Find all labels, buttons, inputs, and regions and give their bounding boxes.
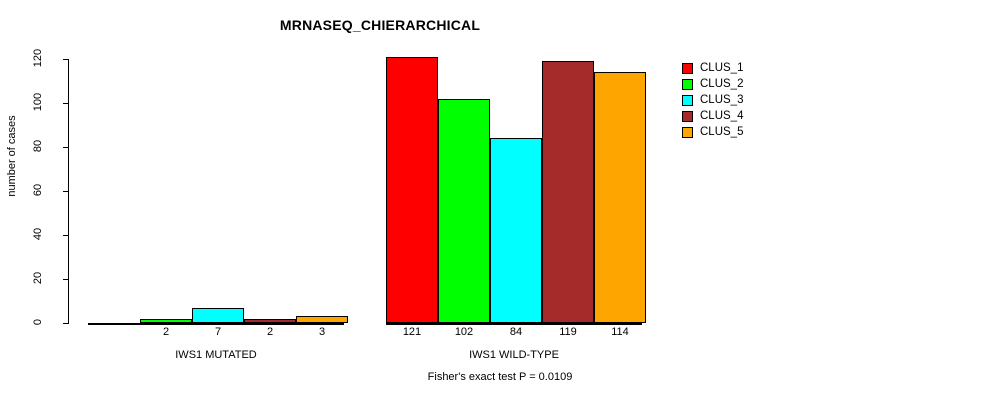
bar-clus_5 bbox=[296, 316, 348, 323]
legend-color-swatch bbox=[682, 94, 693, 106]
y-axis-tick bbox=[63, 235, 69, 236]
legend-item-label: CLUS_4 bbox=[700, 110, 744, 122]
y-axis-tick bbox=[63, 103, 69, 104]
bar-value-label: 119 bbox=[559, 326, 577, 338]
bar-value-label: 2 bbox=[162, 326, 170, 338]
panel-baseline bbox=[88, 323, 344, 325]
y-axis-tick-label: 60 bbox=[32, 183, 44, 197]
y-axis-label: number of cases bbox=[6, 115, 18, 197]
footer-note: Fisher's exact test P = 0.0109 bbox=[427, 371, 573, 383]
bar-clus_5 bbox=[594, 72, 646, 323]
bar-clus_3 bbox=[192, 308, 244, 323]
y-axis-tick bbox=[63, 323, 69, 324]
bar-value-label: 114 bbox=[611, 326, 629, 338]
legend: CLUS_1 CLUS_2 CLUS_3 CLUS_4 CLUS_5 bbox=[682, 60, 743, 140]
panel-x-label: IWS1 WILD-TYPE bbox=[469, 349, 559, 361]
y-axis-tick-label: 0 bbox=[32, 318, 44, 326]
legend-item-clus_4[interactable]: CLUS_4 bbox=[682, 108, 743, 124]
bar-value-label bbox=[88, 326, 140, 338]
y-axis-tick-label: 120 bbox=[32, 48, 44, 68]
bar-clus_4 bbox=[542, 61, 594, 323]
legend-color-swatch bbox=[682, 78, 693, 90]
legend-item-label: CLUS_1 bbox=[700, 62, 744, 74]
bar-clus_1 bbox=[386, 57, 438, 323]
legend-item-label: CLUS_2 bbox=[700, 78, 744, 90]
legend-item-clus_5[interactable]: CLUS_5 bbox=[682, 124, 743, 140]
legend-item-clus_1[interactable]: CLUS_1 bbox=[682, 60, 743, 76]
legend-color-swatch bbox=[682, 62, 693, 74]
bar-value-labels: 121 102 84 119 114 bbox=[386, 326, 646, 338]
legend-item-clus_2[interactable]: CLUS_2 bbox=[682, 76, 743, 92]
bar-value-labels: 2 7 2 3 bbox=[88, 326, 348, 338]
y-axis-tick-label: 80 bbox=[32, 139, 44, 153]
legend-color-swatch bbox=[682, 126, 693, 138]
legend-item-label: CLUS_5 bbox=[700, 126, 744, 138]
y-axis-tick bbox=[63, 59, 69, 60]
legend-item-clus_3[interactable]: CLUS_3 bbox=[682, 92, 743, 108]
y-axis-tick-label: 100 bbox=[32, 92, 44, 112]
bar-group bbox=[386, 57, 646, 323]
bar-clus_3 bbox=[490, 138, 542, 323]
bar-group bbox=[88, 59, 348, 323]
bar-value-label: 2 bbox=[266, 326, 274, 338]
panel-baseline bbox=[386, 323, 642, 325]
bar-clus_4 bbox=[244, 319, 296, 323]
panel-iws1-mutated: 2 7 2 3 IWS1 MUTATED bbox=[88, 59, 348, 361]
chart-title: MRNASEQ_CHIERARCHICAL bbox=[279, 17, 481, 33]
bar-value-label: 121 bbox=[402, 326, 422, 338]
y-axis-tick bbox=[63, 147, 69, 148]
y-axis-tick-label: 20 bbox=[32, 271, 44, 285]
y-axis-tick-label: 40 bbox=[32, 227, 44, 241]
bar-value-label: 7 bbox=[214, 326, 222, 338]
bar-clus_2 bbox=[438, 99, 490, 323]
bar-value-label: 84 bbox=[509, 326, 523, 338]
legend-item-label: CLUS_3 bbox=[700, 94, 744, 106]
legend-color-swatch bbox=[682, 110, 693, 122]
bar-value-label: 102 bbox=[454, 326, 474, 338]
panel-x-label: IWS1 MUTATED bbox=[175, 349, 257, 361]
panel-iws1-wild-type: 121 102 84 119 114 IWS1 WILD-TYPE bbox=[386, 57, 646, 361]
bar-clus_2 bbox=[140, 319, 192, 323]
bar-value-label: 3 bbox=[318, 326, 326, 338]
y-axis-tick bbox=[63, 279, 69, 280]
y-axis-tick bbox=[63, 191, 69, 192]
